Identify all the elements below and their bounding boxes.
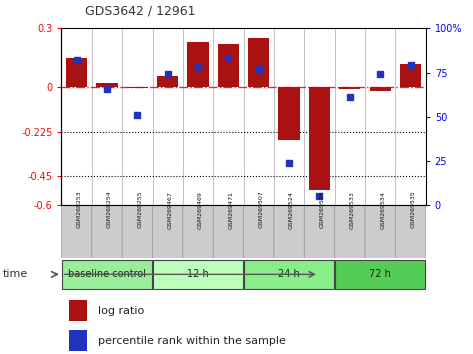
Bar	[127, 87, 148, 88]
Text: time: time	[2, 269, 27, 279]
Text: GSM269467: GSM269467	[168, 191, 173, 228]
Text: GSM268254: GSM268254	[107, 191, 112, 228]
FancyBboxPatch shape	[92, 205, 122, 258]
Bar	[248, 38, 270, 87]
Bar	[279, 87, 300, 141]
FancyBboxPatch shape	[61, 205, 92, 258]
Text: GSM269507: GSM269507	[259, 191, 264, 228]
Text: GSM269535: GSM269535	[411, 191, 415, 228]
FancyBboxPatch shape	[274, 205, 304, 258]
FancyBboxPatch shape	[152, 205, 183, 258]
Text: GDS3642 / 12961: GDS3642 / 12961	[85, 5, 196, 18]
FancyBboxPatch shape	[153, 260, 243, 289]
Text: percentile rank within the sample: percentile rank within the sample	[98, 336, 286, 346]
FancyBboxPatch shape	[244, 260, 334, 289]
Text: 24 h: 24 h	[278, 269, 300, 279]
Bar	[187, 42, 209, 87]
Text: log ratio: log ratio	[98, 306, 144, 316]
FancyBboxPatch shape	[213, 205, 244, 258]
FancyBboxPatch shape	[304, 205, 334, 258]
FancyBboxPatch shape	[122, 205, 152, 258]
Bar	[369, 87, 391, 91]
Bar	[309, 87, 330, 190]
Bar	[69, 330, 87, 351]
Text: GSM269469: GSM269469	[198, 191, 203, 228]
Text: GSM269534: GSM269534	[380, 191, 385, 228]
Text: GSM269525: GSM269525	[319, 191, 324, 228]
Text: GSM268255: GSM268255	[137, 191, 142, 228]
Bar	[66, 58, 88, 87]
Bar	[69, 300, 87, 321]
Bar	[96, 84, 118, 87]
FancyBboxPatch shape	[395, 205, 426, 258]
Bar	[339, 87, 360, 89]
Text: 72 h: 72 h	[369, 269, 391, 279]
FancyBboxPatch shape	[365, 205, 395, 258]
Bar	[400, 64, 421, 87]
FancyBboxPatch shape	[62, 260, 152, 289]
FancyBboxPatch shape	[334, 205, 365, 258]
Text: GSM269471: GSM269471	[228, 191, 233, 228]
Text: GSM269533: GSM269533	[350, 191, 355, 228]
FancyBboxPatch shape	[183, 205, 213, 258]
Bar	[157, 75, 178, 87]
Text: 12 h: 12 h	[187, 269, 209, 279]
FancyBboxPatch shape	[335, 260, 425, 289]
Text: baseline control: baseline control	[68, 269, 146, 279]
Text: GSM269524: GSM269524	[289, 191, 294, 228]
FancyBboxPatch shape	[244, 205, 274, 258]
Bar	[218, 44, 239, 87]
Text: GSM268253: GSM268253	[77, 191, 82, 228]
